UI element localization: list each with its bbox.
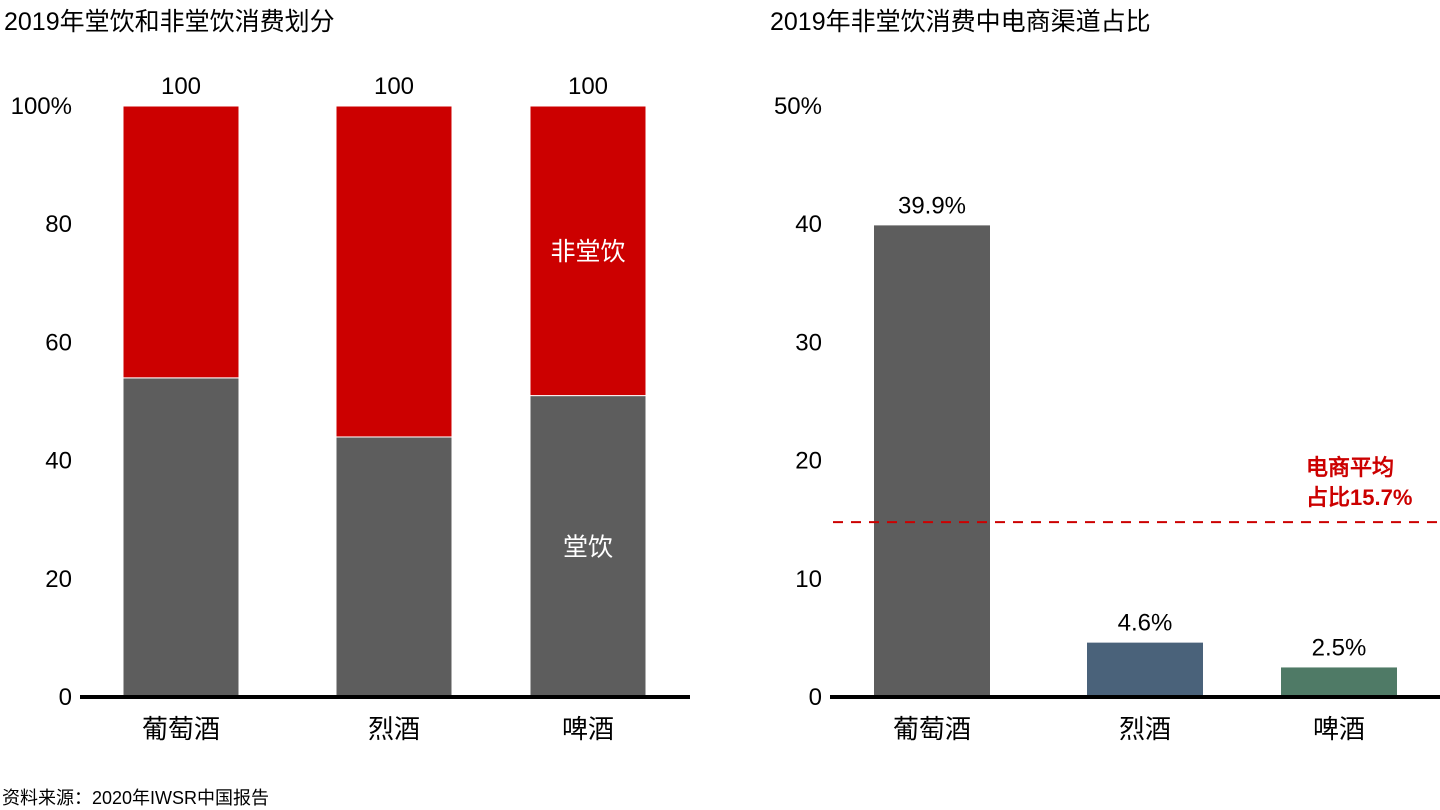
- bar: [874, 225, 990, 697]
- bar: [1087, 642, 1203, 697]
- stacked-bar-segment: [122, 105, 240, 379]
- right-chart-title: 2019年非堂饮消费中电商渠道占比: [770, 8, 1151, 36]
- in-bar-label: 堂饮: [563, 533, 613, 561]
- y-tick-label-right: 0: [809, 684, 822, 711]
- x-category-label: 葡萄酒: [142, 714, 220, 744]
- x-category-label: 啤酒: [1313, 714, 1365, 744]
- stacked-bar-segment: [335, 105, 453, 438]
- stacked-bar-segment: [122, 377, 240, 698]
- bar-value-label: 2.5%: [1312, 634, 1367, 661]
- bar: [1281, 667, 1397, 697]
- y-tick-label-right: 50%: [774, 93, 822, 120]
- bar-value-label: 4.6%: [1118, 610, 1173, 637]
- stacked-bar-segment: [529, 105, 647, 397]
- stacked-bar-segment: [529, 395, 647, 698]
- y-tick-label-right: 10: [795, 566, 822, 593]
- bar-total-label: 100: [374, 73, 414, 100]
- left-chart-title: 2019年堂饮和非堂饮消费划分: [4, 8, 335, 36]
- x-category-label: 烈酒: [1119, 714, 1171, 744]
- x-category-label: 啤酒: [562, 714, 614, 744]
- y-tick-label-right: 30: [795, 329, 822, 356]
- bar-total-label: 100: [161, 73, 201, 100]
- y-tick-label-left: 20: [45, 566, 72, 593]
- y-tick-label-right: 40: [795, 211, 822, 238]
- y-tick-label-left: 80: [45, 211, 72, 238]
- in-bar-label: 非堂饮: [550, 238, 625, 266]
- y-tick-label-right: 20: [795, 448, 822, 475]
- bar-value-label: 39.9%: [898, 192, 966, 219]
- stacked-bar-segment: [335, 436, 453, 698]
- y-tick-label-left: 40: [45, 448, 72, 475]
- y-tick-label-left: 0: [59, 684, 72, 711]
- source-note: 资料来源：2020年IWSR中国报告: [2, 788, 270, 808]
- x-category-label: 烈酒: [368, 714, 420, 744]
- y-tick-label-left: 60: [45, 329, 72, 356]
- y-tick-label-left: 100%: [11, 93, 72, 120]
- average-label-line1: 电商平均: [1306, 455, 1394, 480]
- bar-total-label: 100: [568, 73, 608, 100]
- average-label-line2: 占比15.7%: [1306, 485, 1412, 510]
- x-category-label: 葡萄酒: [893, 714, 971, 744]
